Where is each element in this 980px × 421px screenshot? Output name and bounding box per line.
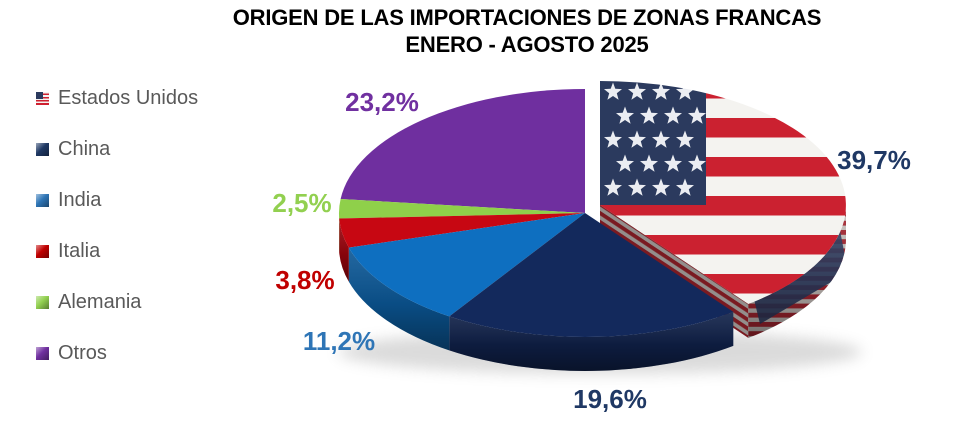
data-label-india: 11,2% xyxy=(303,326,375,356)
legend-item-china: China xyxy=(36,137,198,160)
legend-label: Alemania xyxy=(58,290,142,313)
data-label-estados-unidos: 39,7% xyxy=(837,145,911,175)
pie-slice-alemania xyxy=(338,199,585,219)
legend-swatch-icon xyxy=(36,193,49,207)
legend-swatch-icon xyxy=(36,244,49,258)
legend-item-alemania: Alemania xyxy=(36,290,198,313)
pie-slice-wall-india-shade xyxy=(348,247,450,351)
legend-swatch-icon xyxy=(36,142,49,156)
legend-label: Otros xyxy=(58,341,107,364)
legend-label: India xyxy=(58,188,102,211)
pie-slice-wall-china-shade xyxy=(449,311,734,371)
legend-swatch-icon xyxy=(36,295,49,309)
chart-title: ORIGEN DE LAS IMPORTACIONES DE ZONAS FRA… xyxy=(74,4,980,58)
pie-slice-italia xyxy=(339,213,585,248)
legend-item-italia: Italia xyxy=(36,239,198,262)
legend-item-otros: Otros xyxy=(36,341,198,364)
pie-slice-wall-estados-unidos-shade xyxy=(748,205,846,338)
chart-title-line1: ORIGEN DE LAS IMPORTACIONES DE ZONAS FRA… xyxy=(232,5,822,30)
pie-slice-otros xyxy=(340,89,585,213)
legend-swatch-us-flag-icon xyxy=(36,91,49,105)
pie-slice-estados-unidos xyxy=(600,81,846,304)
legend-label: Estados Unidos xyxy=(58,86,199,109)
data-label-china: 19,6% xyxy=(573,384,647,414)
pie-slice-china xyxy=(449,213,734,337)
pie-slice-wall-italia-shade xyxy=(339,218,349,282)
legend-item-estados-unidos: Estados Unidos xyxy=(36,86,199,109)
pie-slice-india xyxy=(348,213,585,317)
legend: Estados Unidos China India Italia Aleman… xyxy=(36,86,199,394)
data-label-otros: 23,2% xyxy=(345,87,419,117)
chart-title-line2: ENERO - AGOSTO 2025 xyxy=(405,32,649,57)
legend-label: Italia xyxy=(58,239,101,262)
legend-label: China xyxy=(58,137,111,160)
legend-item-india: India xyxy=(36,188,198,211)
legend-swatch-icon xyxy=(36,346,49,360)
data-label-italia: 3,8% xyxy=(275,265,334,295)
data-label-alemania: 2,5% xyxy=(272,188,331,218)
